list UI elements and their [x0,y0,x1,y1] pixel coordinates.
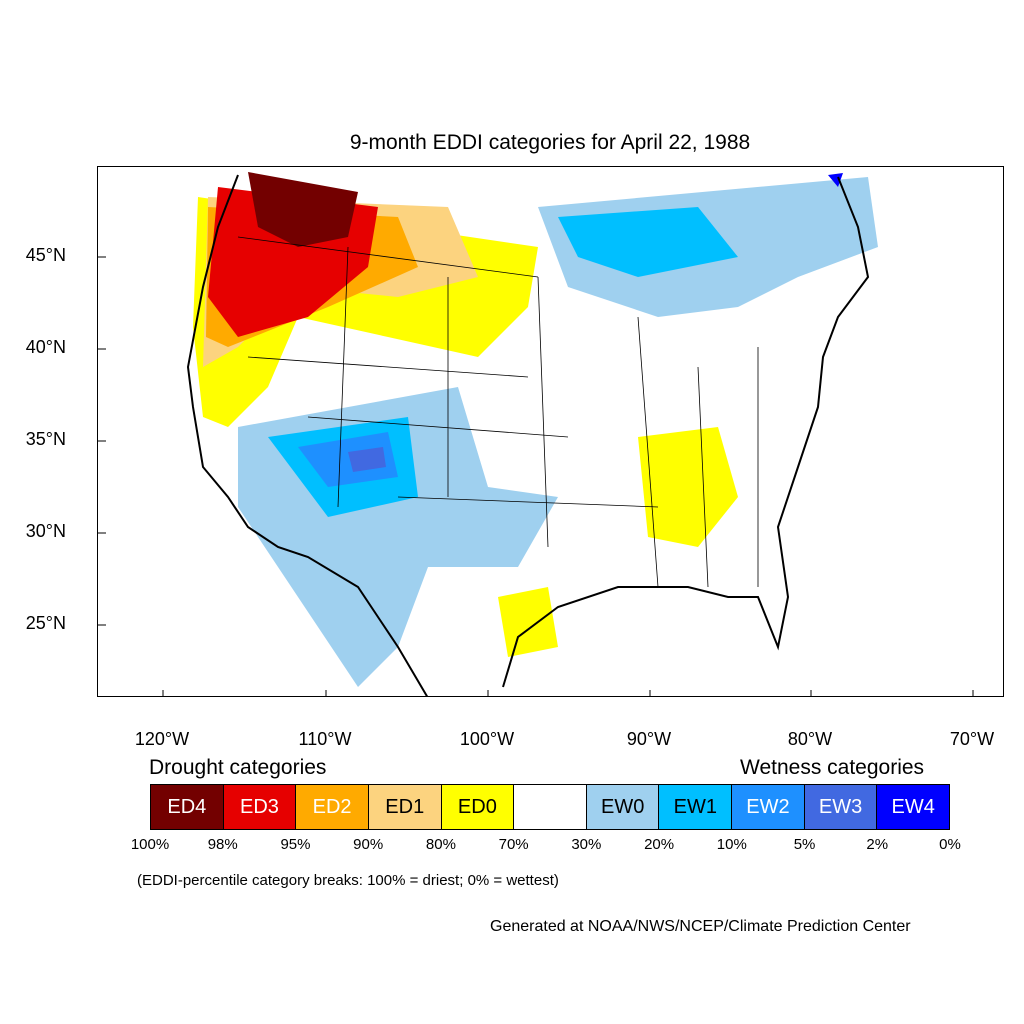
lat-ticks [98,256,106,626]
drought-categories-heading: Drought categories [149,756,327,779]
lat-label-45n: 45°N [25,245,66,265]
lon-ticks [162,690,974,696]
ew2-region [298,432,398,487]
eddi-map [97,166,1004,697]
percent-break-label: 98% [207,836,238,853]
lat-label-25n: 25°N [25,613,66,633]
category-note: (EDDI-percentile category breaks: 100% =… [137,872,559,889]
percent-break-label: 95% [280,836,311,853]
state-borders [237,236,759,588]
lat-label-40n: 40°N [25,337,66,357]
lat-label-30n: 30°N [25,521,66,541]
ew4-region [828,173,843,187]
legend-box-ew4: EW4 [877,785,950,829]
legend-box-ed4: ED4 [151,785,224,829]
legend-box-ed1: ED1 [368,785,442,829]
lon-label-70w: 70°W [949,729,995,749]
map-canvas [98,172,974,696]
ew3-region [348,447,386,472]
ed4-region [248,172,358,247]
legend-box-ew0: EW0 [586,785,660,829]
map-title: 9-month EDDI categories for April 22, 19… [349,131,751,154]
lat-label-35n: 35°N [25,429,66,449]
percent-break-label: 5% [793,836,816,853]
percent-break-label: 10% [716,836,747,853]
coastline [186,174,870,696]
legend-box-ew1: EW1 [659,785,733,829]
lon-label-80w: 80°W [787,729,833,749]
legend-box-ew2: EW2 [732,785,805,829]
wetness-categories-heading: Wetness categories [740,756,925,779]
lon-label-100w: 100°W [459,729,515,749]
lon-label-90w: 90°W [626,729,672,749]
legend-box-ed0: ED0 [441,785,515,829]
lon-label-110w: 110°W [298,729,352,749]
legend-box-ew3: EW3 [804,785,878,829]
percent-break-label: 80% [425,836,456,853]
legend-box-normal [514,785,587,829]
percent-break-label: 2% [866,836,889,853]
percent-break-label: 100% [130,836,170,853]
credit-line: Generated at NOAA/NWS/NCEP/Climate Predi… [490,918,911,935]
percent-break-label: 0% [939,836,961,853]
legend-box-ed2: ED2 [296,785,369,829]
legend-box-ed3: ED3 [223,785,297,829]
category-legend: ED4 ED3 ED2 ED1 ED0 EW0 EW1 EW2 EW3 EW4 [150,784,950,830]
lon-label-120w: 120°W [134,729,190,749]
ed0-region-southeast [638,427,738,547]
ew1-region [558,207,738,277]
percent-break-label: 90% [353,836,384,853]
percent-break-label: 20% [644,836,675,853]
percent-break-label: 70% [498,836,529,853]
percent-break-label: 30% [571,836,602,853]
ed0-region-texas [498,587,558,657]
